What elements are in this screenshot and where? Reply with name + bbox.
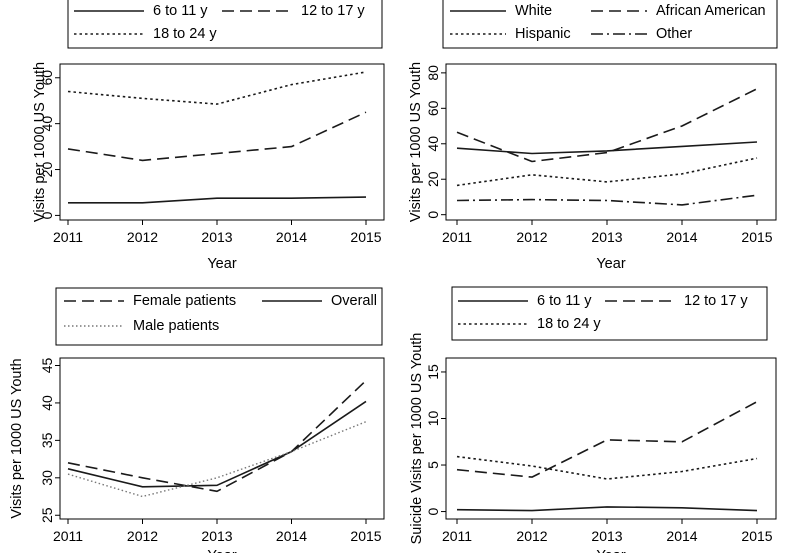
y-tick-label: 0: [425, 211, 441, 219]
legend-label-2: African American: [656, 3, 766, 19]
x-tick-label: 2013: [591, 528, 622, 544]
x-tick-label: 2015: [741, 528, 772, 544]
legend: White African American Hispanic Other: [442, 0, 778, 49]
x-tick-label: 2013: [591, 229, 622, 245]
series-line-1: [68, 196, 367, 204]
y-tick-label: 0: [39, 211, 55, 219]
series-line-2: [456, 88, 758, 163]
panel-2: 0 20 40 60 80 2011 2012 2013 2014 2015 Year Visits …: [408, 0, 778, 272]
series-line-3: [456, 157, 758, 187]
y-axis-title: Visits per 1000 US Youth: [9, 358, 25, 518]
legend-box: [451, 286, 768, 341]
y-tick-label: 15: [425, 364, 441, 380]
y-axis-title: Visits per 1000 US Youth: [408, 62, 424, 222]
legend-label-2: Overall: [331, 293, 377, 309]
plot-frame: [59, 63, 385, 221]
plot-frame: [59, 357, 385, 520]
panel-4: 0 5 10 15 2011 2012 2013 2014 2015 Year Suicide Vi…: [409, 286, 777, 553]
x-tick-label: 2015: [350, 528, 381, 544]
x-tick-label: 2014: [276, 229, 307, 245]
y-tick-label: 80: [425, 65, 441, 81]
series-line-4: [456, 194, 758, 206]
y-tick-label: 10: [425, 410, 441, 426]
y-tick-label: 20: [425, 171, 441, 187]
x-axis-title: Year: [207, 548, 236, 553]
legend-label-3: 18 to 24 y: [153, 26, 217, 42]
y-tick-label: 40: [39, 395, 55, 411]
x-tick-label: 2012: [516, 229, 547, 245]
y-tick-label: 20: [39, 162, 55, 178]
series-line-2: [456, 400, 758, 478]
legend-label-1: White: [515, 3, 552, 19]
x-tick-label: 2012: [127, 528, 158, 544]
x-tick-label: 2011: [53, 528, 83, 544]
panel-3: 25 30 35 40 45 2011 2012 2013 2014 2015 Year Visits…: [9, 287, 385, 553]
legend-label-2: 12 to 17 y: [684, 293, 748, 309]
legend: 6 to 11 y 12 to 17 y 18 to 24 y: [67, 0, 383, 49]
y-tick-label: 5: [425, 461, 441, 469]
plot-frame: [445, 357, 777, 520]
x-axis-title: Year: [596, 256, 625, 272]
y-tick-label: 40: [39, 116, 55, 132]
legend-label-2: 12 to 17 y: [301, 3, 365, 19]
legend-box: [442, 0, 778, 49]
x-tick-label: 2015: [350, 229, 381, 245]
x-tick-label: 2014: [666, 528, 697, 544]
y-axis-title: Visits per 1000 US Youth: [32, 62, 48, 222]
y-tick-label: 60: [425, 100, 441, 116]
legend-label-1: Female patients: [133, 293, 236, 309]
plot-frame: [445, 63, 777, 221]
legend-label-1: 6 to 11 y: [537, 293, 592, 309]
y-axis-title: Suicide Visits per 1000 US Youth: [409, 333, 425, 545]
series-line-3: [67, 71, 367, 105]
x-tick-label: 2013: [201, 229, 232, 245]
legend-label-1: 6 to 11 y: [153, 3, 208, 19]
series-line-3: [456, 455, 758, 480]
series-line-2: [67, 400, 367, 488]
y-tick-label: 35: [39, 432, 55, 448]
x-tick-label: 2012: [516, 528, 547, 544]
series-line-1: [456, 506, 758, 512]
panel-1: 0 20 40 60 2011 2012 2013 2014 2015 Year Visits pe…: [32, 0, 385, 272]
x-tick-label: 2013: [201, 528, 232, 544]
x-axis-title: Year: [207, 256, 236, 272]
series-line-1: [456, 141, 758, 155]
series-line-3: [67, 421, 367, 498]
x-tick-label: 2011: [53, 229, 83, 245]
legend-label-3: 18 to 24 y: [537, 316, 601, 332]
x-tick-label: 2011: [442, 528, 472, 544]
x-tick-label: 2012: [127, 229, 158, 245]
legend-label-4: Other: [656, 26, 692, 42]
series-line-2: [67, 111, 367, 162]
y-tick-label: 30: [39, 470, 55, 486]
legend: Female patients Overall Male patients: [55, 287, 383, 346]
x-tick-label: 2015: [741, 229, 772, 245]
legend-label-3: Hispanic: [515, 26, 571, 42]
legend: 6 to 11 y 12 to 17 y 18 to 24 y: [451, 286, 768, 341]
x-tick-label: 2011: [442, 229, 472, 245]
series-line-1: [67, 379, 367, 493]
x-tick-label: 2014: [276, 528, 307, 544]
legend-box: [67, 0, 383, 49]
y-tick-label: 25: [39, 507, 55, 523]
y-tick-label: 0: [425, 507, 441, 515]
legend-box: [55, 287, 383, 346]
y-tick-label: 60: [39, 70, 55, 86]
y-tick-label: 45: [39, 357, 55, 373]
x-tick-label: 2014: [666, 229, 697, 245]
legend-label-3: Male patients: [133, 318, 219, 334]
x-axis-title: Year: [596, 548, 625, 553]
y-tick-label: 40: [425, 136, 441, 152]
